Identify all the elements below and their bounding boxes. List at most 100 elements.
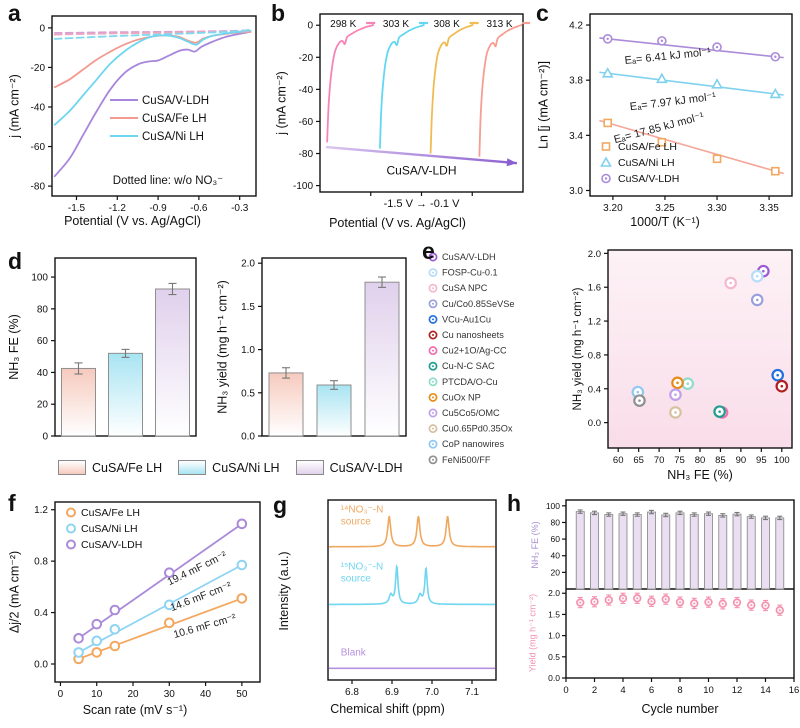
- y-tick-label: -80: [299, 149, 314, 160]
- fe-bar: [704, 513, 713, 590]
- x-tick-label: 65: [633, 455, 644, 466]
- legend-label: CuSA/V-LDH: [618, 173, 679, 185]
- panel-c-plot: 3.20 3.25 3.30 3.353.03.43.84.2Eₐ= 17.85 kJ…: [569, 13, 793, 214]
- fe-bar: [718, 514, 728, 590]
- ea-annotation: Eₐ= 6.41 kJ mol⁻¹: [624, 46, 712, 67]
- y-tick-label: -40: [299, 85, 314, 96]
- y-tick-label: 0.4: [34, 608, 48, 619]
- series-line: [78, 597, 243, 660]
- temperature-label: 298 K: [330, 19, 356, 30]
- x-tick-label: 6.9: [385, 687, 399, 698]
- y-tick-label: 3.8: [569, 76, 583, 87]
- series-line: [78, 564, 243, 654]
- legend-label: FOSP-Cu-0.1: [442, 268, 498, 278]
- legend-label: CuSA/Fe LH: [618, 141, 677, 153]
- fe-bar: [575, 511, 585, 590]
- data-point: [73, 647, 84, 658]
- legend-ring-dot: [432, 396, 434, 399]
- panel-a-y-axis-title: j (mA cm⁻²): [7, 74, 22, 138]
- annotation: CuSA/V-LDH: [386, 163, 456, 177]
- legend-label: CuSA/V-LDH: [142, 95, 209, 107]
- panel-a-label: a: [8, 0, 21, 26]
- data-point: [769, 87, 782, 99]
- legend-label: Cu/Co0.85SeVSe: [442, 299, 515, 309]
- series-line: [53, 29, 252, 126]
- y-tick-label: 60: [551, 534, 561, 544]
- panel-a-x-axis-title: Potential (V vs. Ag/AgCl): [64, 214, 201, 228]
- scatter-point-dot: [776, 373, 779, 377]
- legend-label: CuSA NPC: [442, 283, 488, 293]
- panel-f-y-axis-title: Δj/2 (mA cm⁻²): [7, 550, 22, 634]
- x-tick-label: 70: [654, 455, 665, 466]
- legend-item-cusa-v-ldh: CuSA/V-LDH: [295, 460, 403, 475]
- legend-marker: [66, 539, 76, 550]
- panel-c-label: c: [536, 0, 549, 26]
- y-tick-label: -20: [299, 53, 314, 64]
- x-tick-label: 3.35: [759, 203, 779, 214]
- x-tick-label: 3.30: [707, 203, 727, 214]
- x-tick-label: 30: [164, 689, 176, 700]
- panel-d-legend: CuSA/Fe LH CuSA/Ni LH CuSA/V-LDH: [58, 460, 403, 475]
- x-tick-label: 6.8: [345, 687, 359, 698]
- yield-point-dot: [778, 609, 781, 612]
- fe-bar: [661, 514, 671, 590]
- legend-label: Cu0.65Pd0.35Ox: [442, 424, 513, 434]
- legend-ring-dot: [432, 349, 434, 352]
- legend-marker: [66, 523, 76, 534]
- y-tick-label: 1.2: [588, 317, 601, 328]
- y-tick-label: 80: [551, 517, 561, 527]
- data-point: [711, 78, 723, 89]
- panel-h-label: h: [507, 490, 522, 516]
- yield-point-dot: [693, 602, 696, 605]
- panel-c-y-axis-title: Ln [j (mA cm⁻²)]: [536, 61, 551, 149]
- yield-point-dot: [764, 604, 767, 607]
- legend-ring-dot: [432, 380, 434, 383]
- legend-item-cusa-ni-lh: CuSA/Ni LH: [178, 460, 280, 475]
- fe-bar: [604, 514, 614, 590]
- y-tick-label: 1.6: [588, 283, 601, 294]
- series-line: [326, 23, 375, 143]
- series-line: [78, 523, 243, 640]
- panel-b-y-axis-title: j (mA cm⁻²): [274, 71, 289, 135]
- data-point: [601, 67, 614, 78]
- panel-d-left-y-axis-title: NH₃ FE (%): [7, 314, 21, 380]
- legend-label: CuOx NP: [442, 392, 481, 402]
- legend-label: CuSA/Fe LH: [81, 507, 140, 519]
- data-point: [109, 640, 121, 652]
- panel-d-label: d: [8, 248, 23, 274]
- data-point: [163, 567, 175, 579]
- fe-bar: [618, 513, 628, 590]
- y-tick-label: -20: [31, 63, 46, 74]
- x-tick-label: 90: [736, 455, 747, 466]
- panel-a: -1.5 -1.2 -0.9 -0.6 -0.3 0 -20 -40 -60 -80 CuSA/V-…: [0, 0, 265, 238]
- plot-frame: [589, 13, 793, 197]
- legend-ring-dot: [432, 271, 434, 274]
- scatter-point-dot: [762, 269, 765, 273]
- x-tick-label: 6: [649, 685, 654, 696]
- legend-label: Cu nanosheets: [442, 330, 504, 340]
- panel-c: 3.20 3.25 3.30 3.35 3.0 3.4 3.8 4.2 Eₐ= 17.85 kJ…: [530, 0, 800, 238]
- panel-g-y-axis-title: Intensity (a.u.): [277, 551, 291, 631]
- fit-line: [599, 119, 784, 175]
- legend-swatch-ni: [178, 460, 207, 475]
- scatter-point-dot: [729, 281, 732, 285]
- panel-b-sweep-range: -1.5 V → -0.1 V: [383, 198, 460, 210]
- yield-point-dot: [750, 604, 753, 607]
- data-point: [603, 118, 613, 128]
- data-point: [236, 518, 248, 530]
- bar: [364, 281, 400, 437]
- legend-swatch-fe: [58, 460, 86, 475]
- scatter-point-dot: [780, 384, 784, 388]
- yield-point-dot: [593, 600, 596, 603]
- x-tick-label: 8: [677, 685, 682, 696]
- y-tick-label: 20: [37, 400, 49, 411]
- x-tick-label: 100: [774, 455, 790, 466]
- panel-b-plot: 0 -20 -40 -60 -80 -100 298 K 303 K 308 K 313 K CuS…: [293, 13, 530, 196]
- legend-label-fe: CuSA/Fe LH: [92, 460, 163, 475]
- data-point: [655, 72, 668, 84]
- panel-b: 0 -20 -40 -60 -80 -100 298 K 303 K 308 K 313 K CuS…: [265, 0, 530, 238]
- data-point: [712, 154, 722, 164]
- y-tick-label: 20: [551, 567, 561, 577]
- x-tick-label: 4: [620, 685, 625, 696]
- y-tick-label: 1.0: [548, 631, 560, 641]
